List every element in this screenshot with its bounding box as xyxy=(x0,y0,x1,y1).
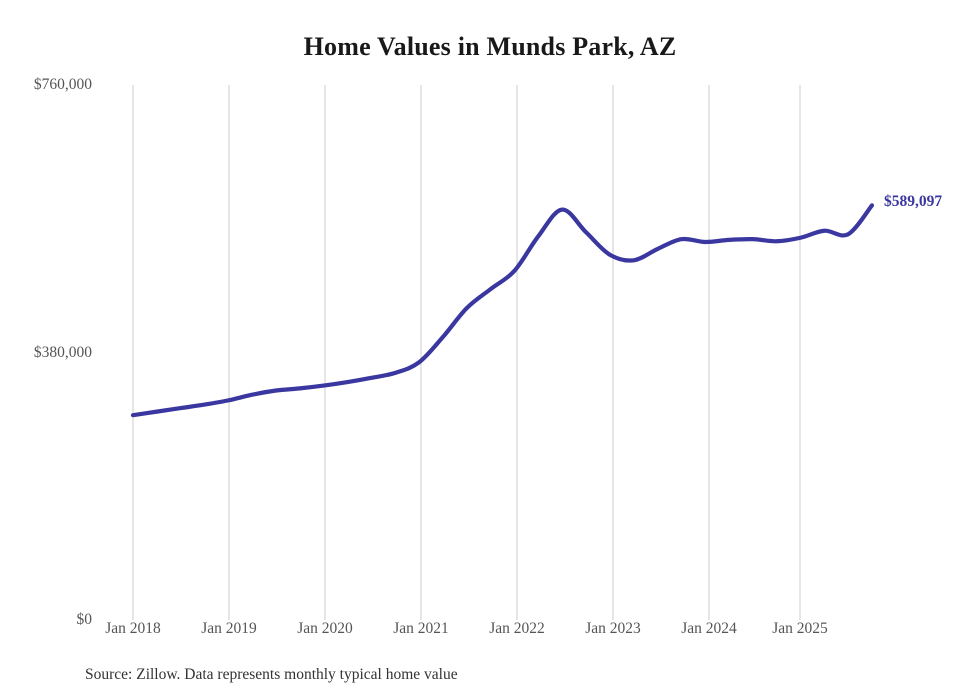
end-value-annotation: $589,097 xyxy=(884,193,943,211)
x-axis-tick-jan-2020: Jan 2020 xyxy=(297,620,353,637)
y-axis-tick-380000: $380,000 xyxy=(33,344,92,361)
x-axis-tick-jan-2019: Jan 2019 xyxy=(201,620,257,637)
x-axis-tick-jan-2024: Jan 2024 xyxy=(681,620,737,637)
x-axis-tick-jan-2022: Jan 2022 xyxy=(489,620,545,637)
y-axis-tick-0: $0 xyxy=(76,611,93,628)
data-series-line xyxy=(130,203,875,418)
x-axis-tick-jan-2018: Jan 2018 xyxy=(105,620,161,637)
x-axis-tick-jan-2023: Jan 2023 xyxy=(585,620,641,637)
x-axis-tick-jan-2025: Jan 2025 xyxy=(772,620,828,637)
x-axis-tick-jan-2021: Jan 2021 xyxy=(393,620,449,637)
gridlines xyxy=(132,85,801,620)
y-axis-tick-760000: $760,000 xyxy=(33,76,92,93)
chart-title: Home Values in Munds Park, AZ xyxy=(303,32,677,61)
source-note: Source: Zillow. Data represents monthly … xyxy=(85,666,458,683)
